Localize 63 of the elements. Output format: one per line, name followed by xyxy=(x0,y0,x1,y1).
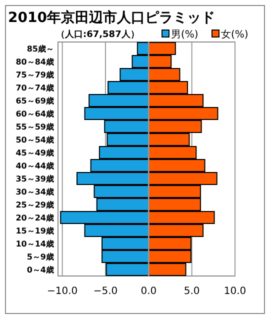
x-tick-label: 10.0 xyxy=(224,286,246,297)
chart-subtitle: （人口:67,587人） xyxy=(56,29,140,40)
chart-title: 2010年京田辺市人口ピラミッド xyxy=(8,9,215,26)
bar xyxy=(148,120,202,133)
y-tick-label: 20～24歳 xyxy=(16,214,54,222)
y-tick-label: 70～74歳 xyxy=(16,84,54,92)
legend-label: 女(%) xyxy=(221,28,248,40)
y-tick-label: 25～29歳 xyxy=(16,200,54,210)
y-tick-label: 0～4歳 xyxy=(26,266,54,274)
y-tick-label: 30～34歳 xyxy=(16,188,54,196)
bar xyxy=(148,159,206,172)
bar xyxy=(148,224,204,237)
y-tick-label: 45～49歳 xyxy=(16,148,54,158)
bar xyxy=(84,224,150,237)
bar xyxy=(148,263,186,276)
y-tick-label: 35～39歳 xyxy=(16,174,54,184)
bar xyxy=(88,94,150,107)
bar xyxy=(148,185,201,198)
bar xyxy=(148,172,218,185)
y-tick-label: 10～14歳 xyxy=(16,240,54,248)
bar xyxy=(148,133,190,146)
bar xyxy=(136,42,150,55)
bar xyxy=(102,250,150,263)
bar xyxy=(120,68,150,81)
bar xyxy=(90,159,150,172)
bar xyxy=(148,107,218,120)
y-tick-label: 75～79歳 xyxy=(16,70,54,80)
y-tick-label: 5～9歳 xyxy=(26,252,54,262)
bar xyxy=(96,198,150,211)
bar xyxy=(108,81,150,94)
bar xyxy=(148,250,192,263)
bar xyxy=(132,55,150,68)
x-tick-label: 0.0 xyxy=(140,286,157,297)
y-tick-label: 80～84歳 xyxy=(16,58,54,66)
bar xyxy=(84,107,150,120)
bar xyxy=(148,55,172,68)
bar xyxy=(60,211,150,224)
bar xyxy=(148,146,197,159)
y-tick-label: 40～44歳 xyxy=(16,162,54,170)
bar xyxy=(104,120,150,133)
x-tick-label: −5.0 xyxy=(93,286,118,297)
bar xyxy=(148,81,188,94)
y-tick-label: 85歳～ xyxy=(26,44,54,54)
y-tick-label: 60～64歳 xyxy=(16,110,54,118)
x-tick-label: −10.0 xyxy=(46,286,78,297)
bar xyxy=(148,237,192,250)
y-tick-label: 55～59歳 xyxy=(16,122,54,132)
x-tick-label: 5.0 xyxy=(184,286,200,297)
y-tick-label: 50～54歳 xyxy=(16,136,54,144)
bar xyxy=(106,133,150,146)
bar xyxy=(148,198,201,211)
bar xyxy=(148,42,176,55)
y-tick-label: 65～69歳 xyxy=(16,96,54,106)
bar xyxy=(148,211,215,224)
legend-label: 男(%) xyxy=(171,30,198,40)
bar xyxy=(106,263,150,276)
bar xyxy=(148,94,204,107)
bar xyxy=(94,185,150,198)
bar xyxy=(148,68,180,81)
bar xyxy=(76,172,150,185)
y-tick-label: 15～19歳 xyxy=(16,226,54,236)
bar xyxy=(98,146,150,159)
bar xyxy=(102,237,150,250)
